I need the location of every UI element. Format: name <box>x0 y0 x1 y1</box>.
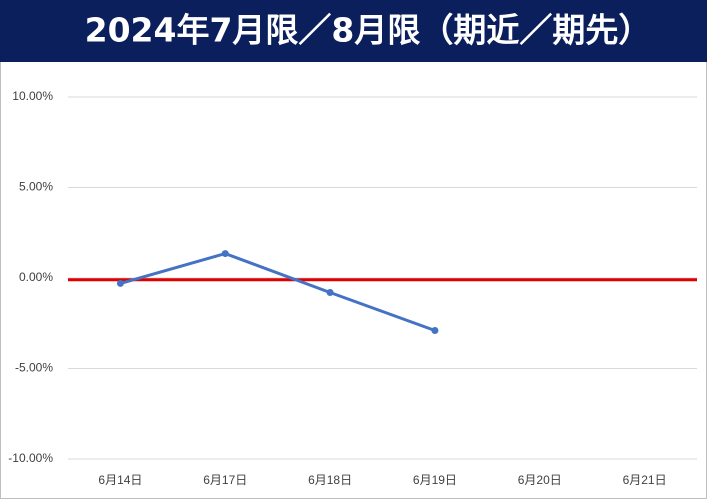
data-point <box>221 250 229 258</box>
x-tick-label: 6月20日 <box>518 473 562 487</box>
x-tick-label: 6月21日 <box>623 473 667 487</box>
title-band <box>0 0 707 62</box>
x-tick-label: 6月17日 <box>203 473 247 487</box>
data-point <box>431 326 439 334</box>
x-tick-label: 6月18日 <box>308 473 352 487</box>
y-tick-label: -5.00% <box>15 361 53 375</box>
y-tick-label: 5.00% <box>19 180 53 194</box>
x-tick-label: 6月19日 <box>413 473 457 487</box>
x-tick-label: 6月14日 <box>98 473 142 487</box>
chart-title: 2024年7月限／8月限（期近／期先） <box>85 11 652 50</box>
y-tick-label: -10.00% <box>8 451 53 465</box>
data-point <box>326 288 334 296</box>
data-point <box>116 279 124 287</box>
y-tick-label: 0.00% <box>19 270 53 284</box>
data-line <box>120 251 436 332</box>
y-tick-label: 10.00% <box>12 89 53 103</box>
